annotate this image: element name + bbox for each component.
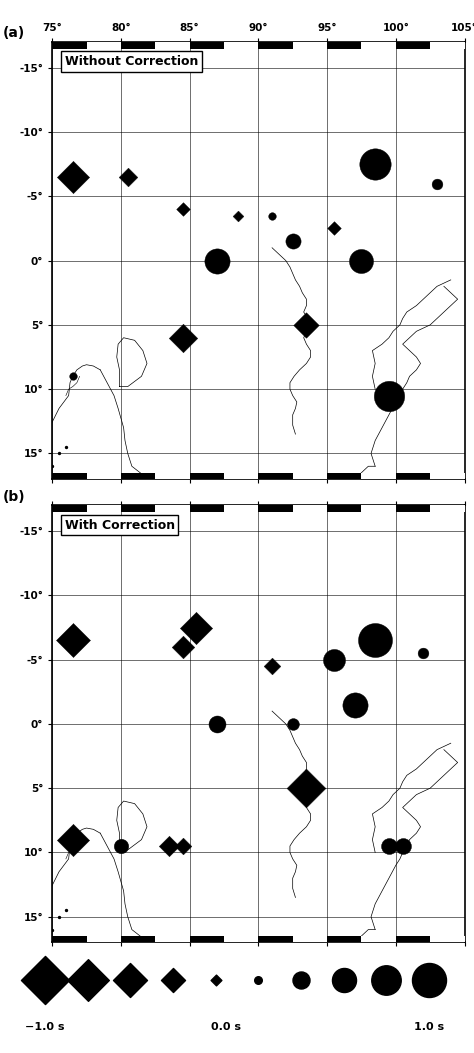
Point: [24, 889, 31, 906]
Point: [55, 909, 63, 926]
Point: [268, 658, 276, 675]
Point: [433, 175, 441, 192]
Point: [169, 971, 177, 988]
Text: (a): (a): [2, 26, 25, 40]
Point: [18, 406, 26, 423]
Point: [84, 971, 91, 988]
Point: [10, 381, 18, 398]
Point: [358, 253, 365, 270]
Point: [117, 837, 125, 854]
Point: [18, 870, 26, 887]
Point: [24, 754, 31, 771]
Point: [212, 971, 219, 988]
Point: [330, 651, 337, 668]
Point: [48, 458, 56, 475]
Point: [21, 413, 28, 430]
Point: [179, 837, 186, 854]
Point: [14, 394, 21, 411]
Point: [302, 317, 310, 334]
Point: [302, 780, 310, 797]
Point: [18, 729, 26, 746]
Text: With Correction: With Correction: [64, 518, 174, 532]
Point: [289, 716, 297, 733]
Point: [27, 278, 35, 295]
Point: [48, 921, 56, 938]
Point: [55, 445, 63, 462]
Point: [179, 638, 186, 655]
Point: [21, 253, 28, 270]
Text: (b): (b): [2, 490, 25, 503]
Point: [340, 971, 347, 988]
Point: [69, 831, 76, 848]
Point: [21, 767, 28, 783]
Point: [41, 971, 49, 988]
Point: [213, 716, 221, 733]
Point: [425, 971, 433, 988]
Point: [21, 716, 28, 733]
Point: [27, 741, 35, 758]
Text: 0.0 s: 0.0 s: [211, 1021, 241, 1032]
Text: Without Correction: Without Correction: [64, 55, 198, 68]
Point: [179, 201, 186, 218]
Point: [383, 971, 390, 988]
Point: [193, 619, 201, 636]
Point: [62, 438, 70, 455]
Point: [330, 220, 337, 237]
Point: [399, 837, 406, 854]
Point: [385, 837, 392, 854]
Point: [10, 845, 18, 861]
Point: [25, 239, 33, 256]
Point: [419, 644, 427, 661]
Point: [297, 971, 305, 988]
Point: [255, 971, 262, 988]
Point: [62, 901, 70, 918]
Point: [69, 168, 76, 185]
Text: −1.0 s: −1.0 s: [25, 1021, 65, 1032]
Point: [268, 207, 276, 224]
Point: [165, 837, 173, 854]
Point: [21, 303, 28, 320]
Point: [14, 857, 21, 874]
Point: [385, 388, 392, 404]
Point: [24, 425, 31, 442]
Point: [371, 632, 379, 649]
Point: [179, 330, 186, 346]
Text: 1.0 s: 1.0 s: [414, 1021, 444, 1032]
Point: [25, 702, 33, 719]
Point: [371, 156, 379, 173]
Point: [234, 207, 241, 224]
Point: [127, 971, 134, 988]
Point: [289, 233, 297, 250]
Point: [213, 253, 221, 270]
Point: [18, 265, 26, 282]
Point: [351, 696, 358, 713]
Point: [124, 168, 132, 185]
Point: [69, 632, 76, 649]
Point: [21, 876, 28, 893]
Point: [24, 291, 31, 307]
Point: [69, 367, 76, 384]
